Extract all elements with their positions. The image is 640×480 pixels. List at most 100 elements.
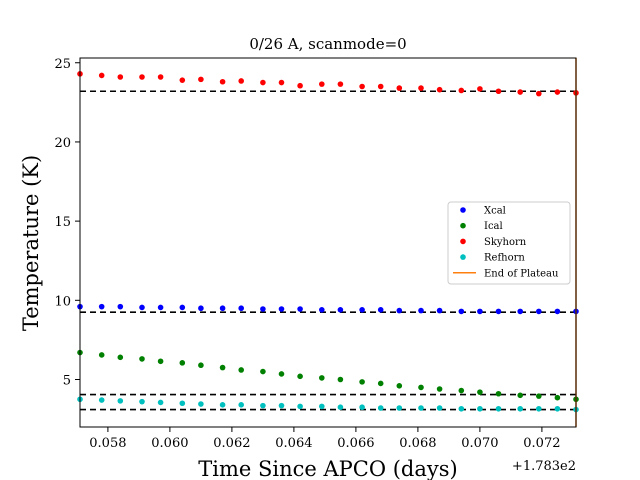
data-point xyxy=(396,307,403,314)
data-point xyxy=(458,405,465,412)
x-tick-label: 0.072 xyxy=(523,436,560,451)
data-point xyxy=(536,393,542,399)
data-point xyxy=(198,305,204,312)
y-tick-label: 15 xyxy=(54,215,71,230)
data-point xyxy=(238,78,244,84)
data-point xyxy=(536,90,542,97)
data-point xyxy=(554,394,561,401)
data-point xyxy=(319,81,325,87)
x-tick-label: 0.060 xyxy=(151,436,188,451)
x-offset-label: +1.783e2 xyxy=(512,459,576,474)
data-point xyxy=(260,368,266,375)
data-point xyxy=(377,83,384,90)
series-ical xyxy=(77,349,579,403)
data-point xyxy=(418,85,424,91)
data-point xyxy=(495,390,502,397)
y-tick-label: 10 xyxy=(54,294,71,309)
legend-marker xyxy=(460,222,466,229)
data-point xyxy=(98,72,105,79)
data-point xyxy=(554,89,561,95)
data-point xyxy=(536,405,542,412)
data-point xyxy=(157,399,164,406)
legend-marker xyxy=(460,254,466,260)
data-point xyxy=(436,405,443,411)
series-skyhorn xyxy=(77,71,579,97)
data-point xyxy=(359,379,365,385)
data-point xyxy=(337,81,344,87)
data-point xyxy=(98,303,105,310)
data-point xyxy=(477,308,483,315)
data-point xyxy=(477,405,483,412)
data-point xyxy=(238,367,244,373)
y-axis-label: Temperature (K) xyxy=(19,155,43,331)
x-axis-label: Time Since APCO (days) xyxy=(198,457,457,480)
y-tick-label: 5 xyxy=(63,373,71,388)
data-point xyxy=(377,405,384,411)
data-point xyxy=(139,74,145,80)
data-point xyxy=(337,404,344,411)
data-point xyxy=(396,383,403,389)
legend-box xyxy=(447,201,571,285)
data-point xyxy=(278,79,285,86)
data-point xyxy=(396,85,403,91)
data-point xyxy=(458,87,465,94)
data-point xyxy=(377,307,384,313)
data-point xyxy=(179,304,186,311)
data-point xyxy=(495,308,502,315)
data-point xyxy=(458,308,465,315)
data-point xyxy=(517,392,523,399)
data-point xyxy=(157,358,164,365)
data-point xyxy=(98,352,105,358)
data-point xyxy=(319,375,325,381)
data-point xyxy=(359,83,365,90)
legend-marker xyxy=(460,238,466,245)
data-point xyxy=(477,389,483,395)
x-tick-label: 0.062 xyxy=(213,436,250,451)
data-point xyxy=(219,78,226,85)
data-point xyxy=(436,86,443,93)
data-point xyxy=(517,405,523,412)
data-point xyxy=(396,405,403,411)
y-tick-label: 20 xyxy=(54,136,71,151)
data-point xyxy=(198,401,204,407)
data-point xyxy=(157,74,164,80)
data-point xyxy=(536,308,542,315)
data-point xyxy=(495,88,502,95)
data-point xyxy=(477,86,483,92)
data-point xyxy=(436,307,443,314)
data-point xyxy=(157,304,164,311)
data-point xyxy=(260,402,266,409)
data-point xyxy=(117,303,124,310)
data-point xyxy=(117,354,124,361)
x-tick-label: 0.070 xyxy=(461,436,498,451)
x-axis-ticks: 0.058 0.060 0.062 0.064 0.066 0.068 0.070 0.072 xyxy=(89,427,561,451)
data-point xyxy=(139,304,145,311)
data-point xyxy=(219,305,226,312)
x-tick-label: 0.064 xyxy=(275,436,312,451)
chart-title: 0/26 A, scanmode=0 xyxy=(249,35,406,53)
data-point xyxy=(238,305,244,312)
data-point xyxy=(260,79,266,86)
data-point xyxy=(377,380,384,387)
data-point xyxy=(436,386,443,392)
data-point xyxy=(278,306,285,312)
data-point xyxy=(117,398,124,404)
data-point xyxy=(278,402,285,409)
data-point xyxy=(418,307,424,314)
data-point xyxy=(179,360,186,366)
series-layer xyxy=(77,71,579,413)
y-axis-ticks: 5 10 15 20 25 xyxy=(54,57,80,388)
data-point xyxy=(458,387,465,394)
series-xcal xyxy=(77,303,579,315)
data-point xyxy=(554,405,561,412)
data-point xyxy=(495,405,502,412)
plot-border xyxy=(79,57,577,428)
data-point xyxy=(139,356,145,362)
data-point xyxy=(337,307,344,313)
data-point xyxy=(297,373,303,380)
data-point xyxy=(198,76,204,83)
data-point xyxy=(337,376,344,383)
data-point xyxy=(278,371,285,377)
data-point xyxy=(179,400,186,407)
